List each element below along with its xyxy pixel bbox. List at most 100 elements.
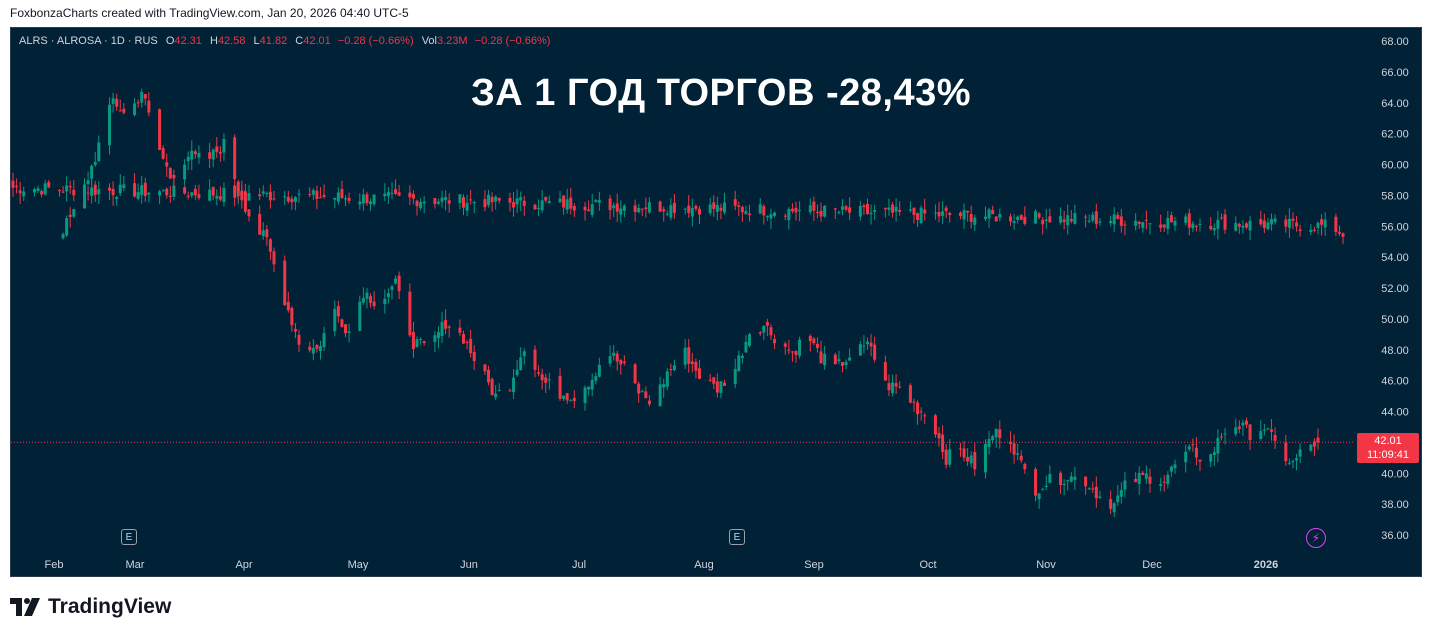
candle-body: [469, 199, 473, 201]
candle-body: [597, 364, 601, 377]
candle-body: [86, 180, 90, 185]
volume-label: Vol: [421, 35, 437, 47]
candle-body: [1087, 488, 1091, 490]
candle-body: [1270, 429, 1274, 432]
candle-body: [1212, 452, 1216, 456]
candle-body: [519, 197, 523, 201]
candle-body: [572, 205, 576, 211]
candlestick-chart[interactable]: 68.00 66.00 64.00 62.00 60.00 58.00 56.00 54.00…: [11, 28, 1422, 577]
candle-body: [1184, 451, 1188, 463]
candle-body: [912, 207, 916, 215]
candle-body: [347, 197, 351, 201]
y-tick-label: 40.00: [1381, 468, 1409, 480]
candle-body: [218, 196, 222, 200]
candle-body: [987, 209, 991, 219]
candle-body: [969, 214, 973, 222]
candle-body: [694, 361, 698, 371]
candle-body: [1173, 464, 1177, 469]
candle-body: [1019, 215, 1023, 220]
x-tick-label: Sep: [804, 559, 824, 571]
candle-body: [590, 379, 594, 390]
candle-body: [937, 433, 941, 439]
candle-body: [1019, 455, 1023, 461]
candle-body: [115, 196, 119, 199]
y-tick-label: 54.00: [1381, 252, 1409, 264]
candle-body: [1084, 476, 1088, 487]
candle-body: [812, 338, 816, 344]
candle-body: [540, 374, 544, 381]
y-tick-label: 46.00: [1381, 376, 1409, 388]
candle-body: [1073, 213, 1077, 224]
candle-body: [361, 298, 365, 303]
close-label: C: [295, 35, 304, 47]
candle-body: [490, 196, 494, 203]
candle-body: [447, 326, 451, 328]
candle-body: [537, 372, 541, 374]
x-tick-label: Oct: [919, 559, 936, 571]
candles-layer: [11, 88, 1345, 517]
x-tick-label: Jul: [572, 559, 586, 571]
candle-body: [1295, 458, 1299, 461]
y-tick-label: 58.00: [1381, 190, 1409, 202]
candle-body: [1137, 472, 1141, 484]
candle-body: [515, 369, 519, 376]
candle-body: [333, 197, 337, 200]
candle-body: [1173, 220, 1177, 226]
candle-body: [43, 183, 47, 195]
brand-logo[interactable]: TradingView: [10, 595, 171, 619]
candle-body: [72, 209, 76, 217]
candle-body: [540, 200, 544, 211]
candle-body: [1287, 218, 1291, 228]
candle-body: [547, 379, 551, 381]
candle-body: [90, 165, 94, 179]
candle-body: [633, 205, 637, 212]
candle-body: [744, 211, 748, 215]
candle-body: [1148, 476, 1152, 484]
candle-body: [308, 194, 312, 196]
earnings-marker[interactable]: E: [121, 529, 137, 545]
candle-body: [812, 201, 816, 211]
candle-body: [315, 344, 319, 349]
candle-body: [773, 212, 777, 216]
brand-name: TradingView: [48, 595, 172, 618]
candle-body: [919, 207, 923, 224]
candle-body: [447, 200, 451, 204]
candle-body: [322, 333, 326, 348]
candle-body: [1123, 224, 1127, 226]
candle-body: [93, 161, 97, 165]
candle-body: [436, 332, 440, 339]
candle-body: [65, 185, 69, 192]
candle-body: [958, 212, 962, 217]
candle-body: [587, 386, 591, 390]
candle-body: [47, 181, 51, 188]
candle-body: [923, 209, 927, 214]
candle-body: [512, 202, 516, 208]
candle-body: [168, 195, 172, 197]
candle-body: [440, 197, 444, 202]
symbol-legend[interactable]: ALRS · ALROSA · 1D · RUS O42.31 H42.58 L…: [19, 35, 550, 47]
candle-body: [608, 356, 612, 364]
candle-body: [211, 187, 215, 196]
candle-body: [1312, 229, 1316, 231]
candle-body: [1159, 224, 1163, 228]
candle-body: [390, 192, 394, 194]
candle-body: [394, 278, 398, 284]
candle-body: [1012, 221, 1016, 224]
candle-body: [222, 139, 226, 153]
candle-body: [594, 376, 598, 381]
candle-body: [122, 184, 126, 189]
candle-body: [1198, 459, 1202, 462]
candle-body: [1287, 462, 1291, 464]
chart-area[interactable]: 68.00 66.00 64.00 62.00 60.00 58.00 56.00 54.00…: [10, 27, 1422, 577]
candle-body: [90, 187, 94, 196]
lightning-icon[interactable]: ⚡: [1306, 528, 1326, 548]
earnings-marker[interactable]: E: [729, 529, 745, 545]
candle-body: [973, 217, 977, 225]
candle-body: [748, 213, 752, 216]
candle-body: [1309, 444, 1313, 451]
candle-body: [508, 197, 512, 203]
candle-body: [794, 207, 798, 213]
candle-body: [333, 308, 337, 332]
candle-body: [1216, 437, 1220, 454]
candle-body: [218, 151, 222, 154]
